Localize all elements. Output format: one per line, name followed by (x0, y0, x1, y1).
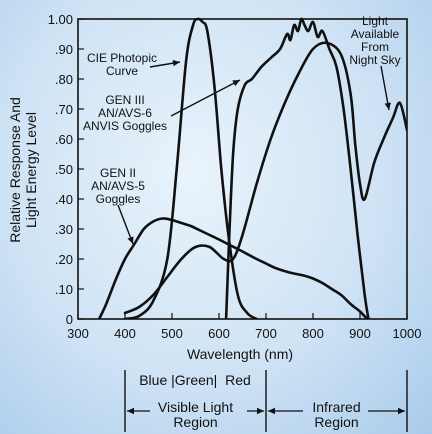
color-bands-label: Blue |Green| Red (139, 372, 251, 388)
annotations: CIE Photopic Curve GEN III AN/AVS-6 ANVIS Go… (83, 14, 401, 245)
x-tick-label: 800 (302, 326, 324, 341)
y-tick-label: .80 (55, 72, 73, 87)
annotation-cie-photopic-arrowhead (172, 59, 180, 67)
annotation-gen2-arrowhead (127, 236, 134, 244)
visible-light-region-label-line: Visible Light (158, 399, 233, 415)
annotation-night-sky-line: Light (362, 14, 389, 28)
gen2-goggles-curve (97, 217, 369, 319)
annotation-gen2: GEN II AN/AVS-5 Goggles (91, 166, 145, 206)
region-arrowhead (268, 407, 275, 415)
night-sky-curve (123, 41, 407, 315)
y-tick-label: .50 (55, 162, 73, 177)
region-arrowhead (127, 407, 134, 415)
annotation-gen2-line: Goggles (96, 192, 141, 206)
y-tick-label: 1.00 (48, 12, 73, 27)
y-tick-label: .70 (55, 102, 73, 117)
annotation-gen3-line: ANVIS Goggles (83, 119, 167, 133)
region-arrowhead (257, 407, 264, 415)
y-tick-label: .10 (55, 282, 73, 297)
visible-light-region-label: Visible Light Region (158, 399, 233, 430)
annotation-gen3-leader (170, 79, 241, 117)
infrared-region-label-line: Infrared (312, 399, 360, 415)
y-tick-label: .40 (55, 192, 73, 207)
x-tick-label: 1000 (393, 326, 422, 341)
annotation-night-sky-leader (380, 65, 390, 111)
y-tick-label: .60 (55, 132, 73, 147)
y-axis-title-line-1: Relative Response And (7, 97, 23, 243)
y-axis-title-line-2: Light Energy Level (23, 112, 39, 228)
annotation-night-sky-arrowhead (384, 102, 391, 110)
y-tick-label: .20 (55, 252, 73, 267)
annotation-night-sky-line: Available (351, 27, 400, 41)
annotation-night-sky-line: Night Sky (349, 53, 400, 67)
x-tick-label: 400 (114, 326, 136, 341)
cie-photopic-curve (123, 17, 258, 319)
annotation-cie-photopic-line: Curve (106, 64, 138, 78)
y-tick-label: .90 (55, 42, 73, 57)
axis-titles: Wavelength (nm) Relative Response And Li… (7, 97, 293, 362)
region-arrowhead (398, 407, 405, 415)
annotation-gen3-line: GEN III (105, 93, 144, 107)
x-tick-label: 900 (349, 326, 371, 341)
x-tick-label: 500 (161, 326, 183, 341)
curves (97, 17, 407, 319)
ticks: 300 400 500 600 700 800 900 1000 0 .10 .20 .30 .40 .5… (48, 12, 422, 341)
infrared-region-label-line: Region (314, 414, 358, 430)
annotation-gen3-arrowhead (232, 80, 240, 87)
x-tick-label: 700 (255, 326, 277, 341)
x-axis-title: Wavelength (nm) (187, 346, 293, 362)
annotation-night-sky-line: From (361, 40, 389, 54)
annotation-gen2-line: GEN II (100, 166, 136, 180)
gen3-goggles-curve (224, 17, 370, 319)
y-tick-label: .30 (55, 222, 73, 237)
annotation-gen3: GEN III AN/AVS-6 ANVIS Goggles (83, 93, 167, 133)
annotation-gen3-line: AN/AVS-6 (98, 106, 152, 120)
visible-light-region-label-line: Region (173, 414, 217, 430)
x-tick-label: 600 (208, 326, 230, 341)
annotation-night-sky: Light Available From Night Sky (349, 14, 400, 67)
annotation-cie-photopic: CIE Photopic Curve (87, 51, 157, 78)
annotation-cie-photopic-line: CIE Photopic (87, 51, 157, 65)
annotation-gen2-line: AN/AVS-5 (91, 179, 145, 193)
y-tick-label: 0 (66, 312, 73, 327)
x-tick-label: 300 (67, 326, 89, 341)
infrared-region-label: Infrared Region (312, 399, 360, 430)
